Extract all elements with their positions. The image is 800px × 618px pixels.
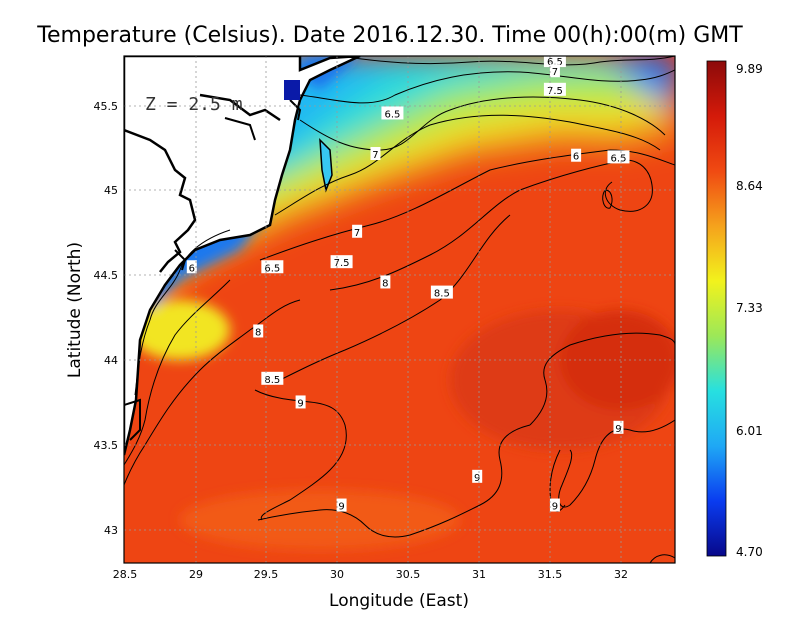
contour-label: 7.5 xyxy=(334,258,350,269)
contour-label: 8 xyxy=(255,327,261,338)
contour-label: 6 xyxy=(573,152,579,163)
colorbar xyxy=(706,60,727,557)
coastline-south xyxy=(124,398,141,441)
y-axis-label: Latitude (North) xyxy=(65,242,85,378)
x-tick-label: 31 xyxy=(472,568,486,581)
contour-label-bg xyxy=(370,147,381,161)
contour-label: 9 xyxy=(552,502,558,513)
colorbar-tick-label: 7.33 xyxy=(736,301,763,315)
grid-lines xyxy=(124,56,675,563)
contour-label-bg xyxy=(330,255,353,269)
contour-label: 9 xyxy=(474,473,480,484)
colorbar-ticks: 4.70 6.01 7.33 8.64 9.89 xyxy=(736,62,763,559)
contour-label: 6 xyxy=(189,263,195,274)
colorbar-tick-label: 8.64 xyxy=(736,179,763,193)
contour-label: 9 xyxy=(297,398,303,409)
x-tick-label: 32 xyxy=(614,568,628,581)
contour-label: 8.5 xyxy=(264,375,280,386)
x-axis-label: Longitude (East) xyxy=(329,591,469,611)
contour-label-bg xyxy=(380,275,391,289)
coastline-lagoons xyxy=(124,128,197,273)
contour-label-bg xyxy=(472,469,483,483)
contour-label-bg xyxy=(607,150,630,164)
contour-label: 7.5 xyxy=(547,86,563,97)
contour-label-bg xyxy=(253,324,264,338)
y-tick-label: 44.5 xyxy=(94,269,119,282)
contour-label: 6.5 xyxy=(264,263,280,274)
contour-label: 8.5 xyxy=(434,289,450,300)
colorbar-tick-label: 4.70 xyxy=(736,545,763,559)
x-tick-label: 28.5 xyxy=(113,568,138,581)
contour-label: 7 xyxy=(552,67,558,78)
contour-label-bg xyxy=(336,498,347,512)
contour-label-bg xyxy=(430,285,453,299)
y-tick-label: 45 xyxy=(104,184,118,197)
contour-label: 7 xyxy=(372,150,378,161)
contour-label-bg xyxy=(261,260,284,274)
contour-label: 6.5 xyxy=(611,153,627,164)
contour-label-bg xyxy=(186,260,197,274)
contour-label-bg xyxy=(381,106,404,120)
river-mouth-cell xyxy=(284,80,300,100)
x-tick-label: 29 xyxy=(189,568,203,581)
contour-label-bg xyxy=(543,82,566,96)
colorbar-tick-label: 9.89 xyxy=(736,62,763,76)
y-tick-label: 43.5 xyxy=(94,439,119,452)
contour-label-bg xyxy=(549,498,560,512)
contour-label: 9 xyxy=(338,502,344,513)
contour-label-bg xyxy=(295,395,306,409)
contour-label-bg xyxy=(261,371,284,385)
contour-label: 6.5 xyxy=(384,109,400,120)
y-tick-label: 44 xyxy=(104,354,118,367)
map-title: Temperature (Celsius). Date 2016.12.30. … xyxy=(36,23,743,48)
x-axis-ticks: 28.5 29 29.5 30 30.5 31 31.5 32 xyxy=(113,568,628,581)
contour-label: 6.5 xyxy=(547,57,563,68)
y-axis-ticks: 43 43.5 44 44.5 45 45.5 xyxy=(94,100,119,537)
coastline-inner xyxy=(199,93,281,122)
contour-label-bg xyxy=(613,420,624,434)
y-tick-label: 43 xyxy=(104,524,118,537)
contour-label: 9 xyxy=(615,424,621,435)
contour-lines xyxy=(124,56,675,563)
x-tick-label: 29.5 xyxy=(254,568,279,581)
contour-label-bg xyxy=(352,224,363,238)
depth-label: Z = 2.5 m xyxy=(145,94,243,115)
colorbar-tick-label: 6.01 xyxy=(736,424,763,438)
x-tick-label: 30.5 xyxy=(396,568,421,581)
contour-label-bg xyxy=(571,148,582,162)
contour-label-bg xyxy=(549,64,560,78)
x-tick-label: 30 xyxy=(330,568,344,581)
y-tick-label: 45.5 xyxy=(94,100,119,113)
map-frame xyxy=(123,55,676,564)
contour-label-bg xyxy=(543,56,566,68)
x-tick-label: 31.5 xyxy=(538,568,563,581)
contour-label: 8 xyxy=(382,278,388,289)
contour-label: 7 xyxy=(354,228,360,239)
